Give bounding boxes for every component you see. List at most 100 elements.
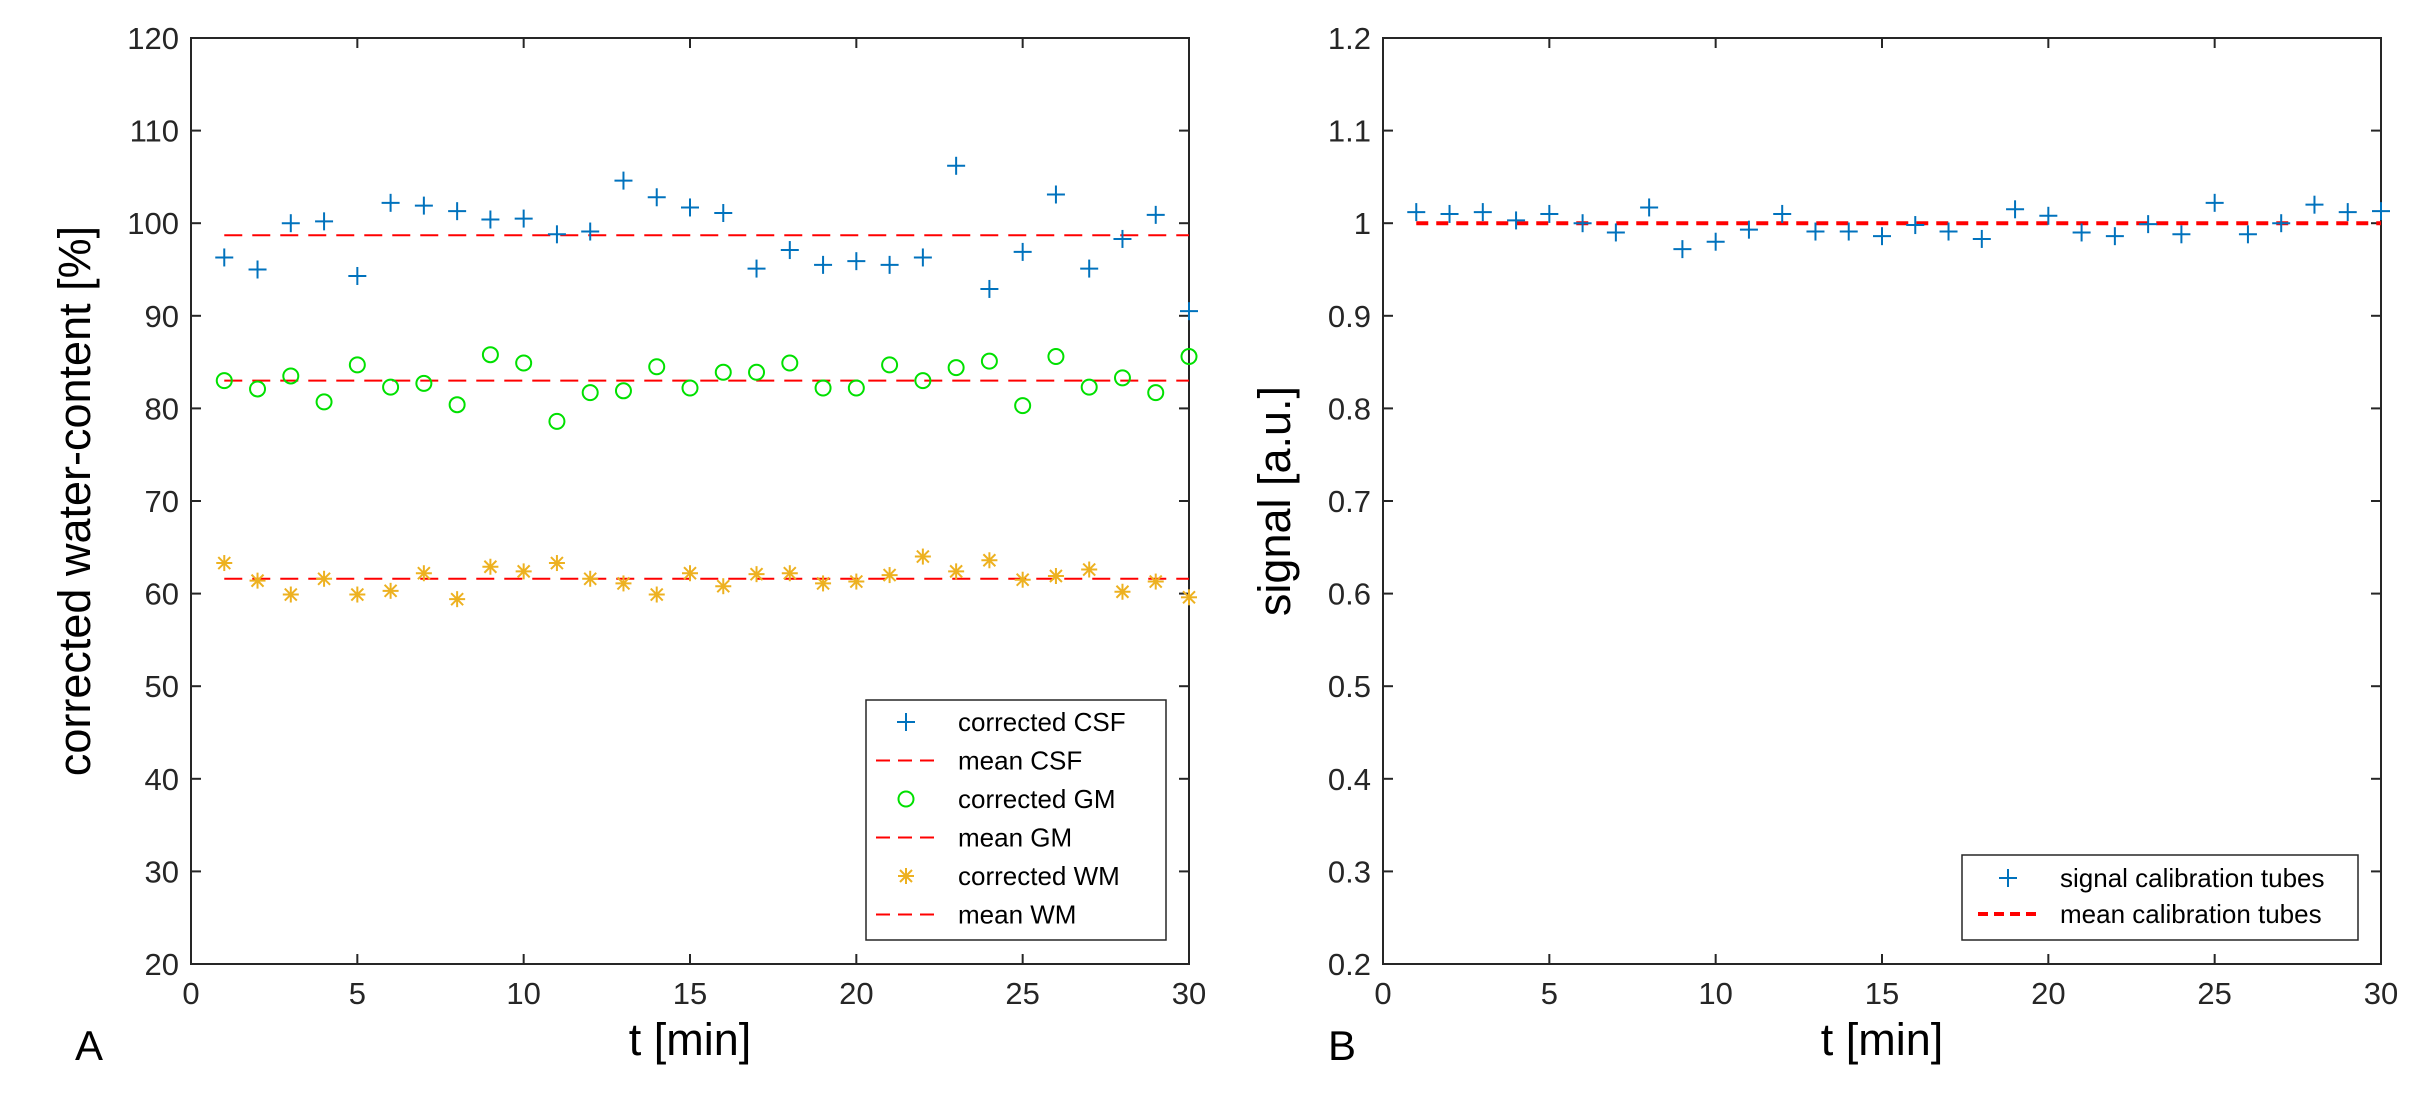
- data-point-circle: [1047, 348, 1065, 366]
- data-point-circle: [914, 372, 932, 390]
- data-point-asterisk: [282, 586, 299, 603]
- data-point-circle: [947, 359, 965, 377]
- data-point-plus: [1540, 204, 1559, 223]
- data-point-circle: [515, 354, 533, 372]
- data-point-plus: [681, 198, 699, 217]
- data-point-plus: [747, 259, 766, 278]
- data-point-asterisk: [482, 558, 499, 575]
- data-point-asterisk: [349, 586, 366, 603]
- data-point-plus: [880, 255, 899, 274]
- data-point-asterisk: [815, 575, 832, 592]
- data-point-plus: [1080, 259, 1099, 278]
- x-tick-label: 10: [506, 976, 540, 1011]
- data-point-asterisk: [748, 566, 765, 583]
- data-point-plus: [514, 209, 533, 228]
- data-point-asterisk: [648, 586, 665, 603]
- data-point-circle: [348, 356, 366, 374]
- data-point-circle: [1080, 378, 1098, 396]
- data-point-circle: [648, 358, 666, 376]
- data-point-plus: [2338, 203, 2357, 222]
- y-tick-label: 40: [145, 762, 179, 797]
- data-point-plus: [714, 204, 733, 223]
- data-point-asterisk: [781, 565, 798, 582]
- data-point-circle: [980, 352, 998, 370]
- data-point-circle: [614, 382, 632, 400]
- legend-label: mean calibration tubes: [2060, 899, 2322, 929]
- data-point-plus: [913, 248, 932, 267]
- data-point-asterisk: [914, 548, 931, 565]
- data-point-plus: [1806, 222, 1825, 241]
- data-point-circle: [448, 396, 466, 414]
- x-tick-label: 0: [182, 976, 199, 1011]
- data-point-asterisk: [316, 570, 333, 587]
- data-point-plus: [1507, 211, 1526, 230]
- y-tick-label: 0.2: [1328, 947, 1371, 982]
- legend-label: mean CSF: [958, 746, 1082, 776]
- data-point-plus: [2139, 215, 2158, 234]
- data-point-plus: [2172, 225, 2191, 244]
- data-point-asterisk: [715, 578, 732, 595]
- data-point-circle: [282, 367, 300, 385]
- legend-marker-symbol: [897, 713, 915, 731]
- data-point-circle: [781, 354, 799, 372]
- y-tick-label: 1.1: [1328, 114, 1371, 149]
- data-point-circle: [681, 379, 699, 397]
- y-tick-label: 90: [145, 299, 179, 334]
- y-tick-label: 0.7: [1328, 484, 1371, 519]
- panel-a-legend: corrected CSF mean CSF corrected GM mean GM…: [865, 699, 1167, 941]
- data-point-asterisk: [582, 570, 599, 587]
- y-tick-label: 30: [145, 854, 179, 889]
- y-tick-label: 70: [145, 484, 179, 519]
- data-point-circle: [215, 372, 233, 390]
- legend-label: signal calibration tubes: [2060, 863, 2325, 893]
- data-point-plus: [614, 171, 633, 190]
- data-point-plus: [1906, 216, 1925, 235]
- data-point-asterisk: [1081, 561, 1098, 578]
- y-tick-label: 0.3: [1328, 854, 1371, 889]
- panel-a-letter: A: [75, 1022, 103, 1069]
- data-point-plus: [847, 252, 866, 271]
- y-tick-label: 1.2: [1328, 21, 1371, 56]
- data-point-plus: [1046, 185, 1065, 204]
- data-point-circle: [481, 346, 499, 364]
- data-point-plus: [1706, 232, 1725, 251]
- data-point-plus: [1939, 222, 1958, 241]
- panel-b: 0 5 10 15 20 25 30 0.2 0.3 0.4 0.5 0.6 0.7 0.8 0.9 1 1.1…: [1249, 21, 2398, 1069]
- data-point-asterisk: [415, 565, 432, 582]
- data-point-asterisk: [449, 591, 466, 608]
- data-point-plus: [1972, 229, 1991, 248]
- data-point-plus: [2272, 214, 2291, 233]
- data-point-plus: [1180, 302, 1198, 321]
- data-point-plus: [1839, 222, 1858, 241]
- data-point-plus: [2039, 206, 2058, 225]
- data-point-plus: [581, 222, 600, 241]
- legend-marker-symbol: [1999, 869, 2017, 887]
- data-point-asterisk: [1147, 573, 1164, 590]
- data-point-asterisk: [615, 575, 632, 592]
- panel-b-letter: B: [1328, 1022, 1356, 1069]
- data-point-circle: [847, 379, 865, 397]
- data-point-plus: [814, 255, 833, 274]
- data-point-asterisk: [216, 555, 233, 572]
- data-point-plus: [448, 202, 467, 221]
- data-point-circle: [1014, 397, 1032, 415]
- y-tick-label: 50: [145, 669, 179, 704]
- panel-a-ylabel: corrected water-content [%]: [49, 226, 100, 776]
- data-point-circle: [714, 363, 732, 381]
- y-tick-label: 0.5: [1328, 669, 1371, 704]
- data-point-asterisk: [382, 582, 399, 599]
- data-point-asterisk: [981, 552, 998, 569]
- y-tick-label: 120: [127, 21, 179, 56]
- y-tick-label: 0.6: [1328, 577, 1371, 612]
- x-tick-label: 25: [1005, 976, 1039, 1011]
- data-point-plus: [2305, 195, 2324, 214]
- data-point-asterisk: [881, 567, 898, 584]
- data-point-circle: [548, 412, 566, 430]
- y-tick-label: 0.8: [1328, 391, 1371, 426]
- data-point-plus: [780, 241, 799, 260]
- y-tick-label: 100: [127, 206, 179, 241]
- legend-label: mean GM: [958, 823, 1072, 853]
- x-tick-label: 30: [1172, 976, 1206, 1011]
- data-point-asterisk: [848, 573, 865, 590]
